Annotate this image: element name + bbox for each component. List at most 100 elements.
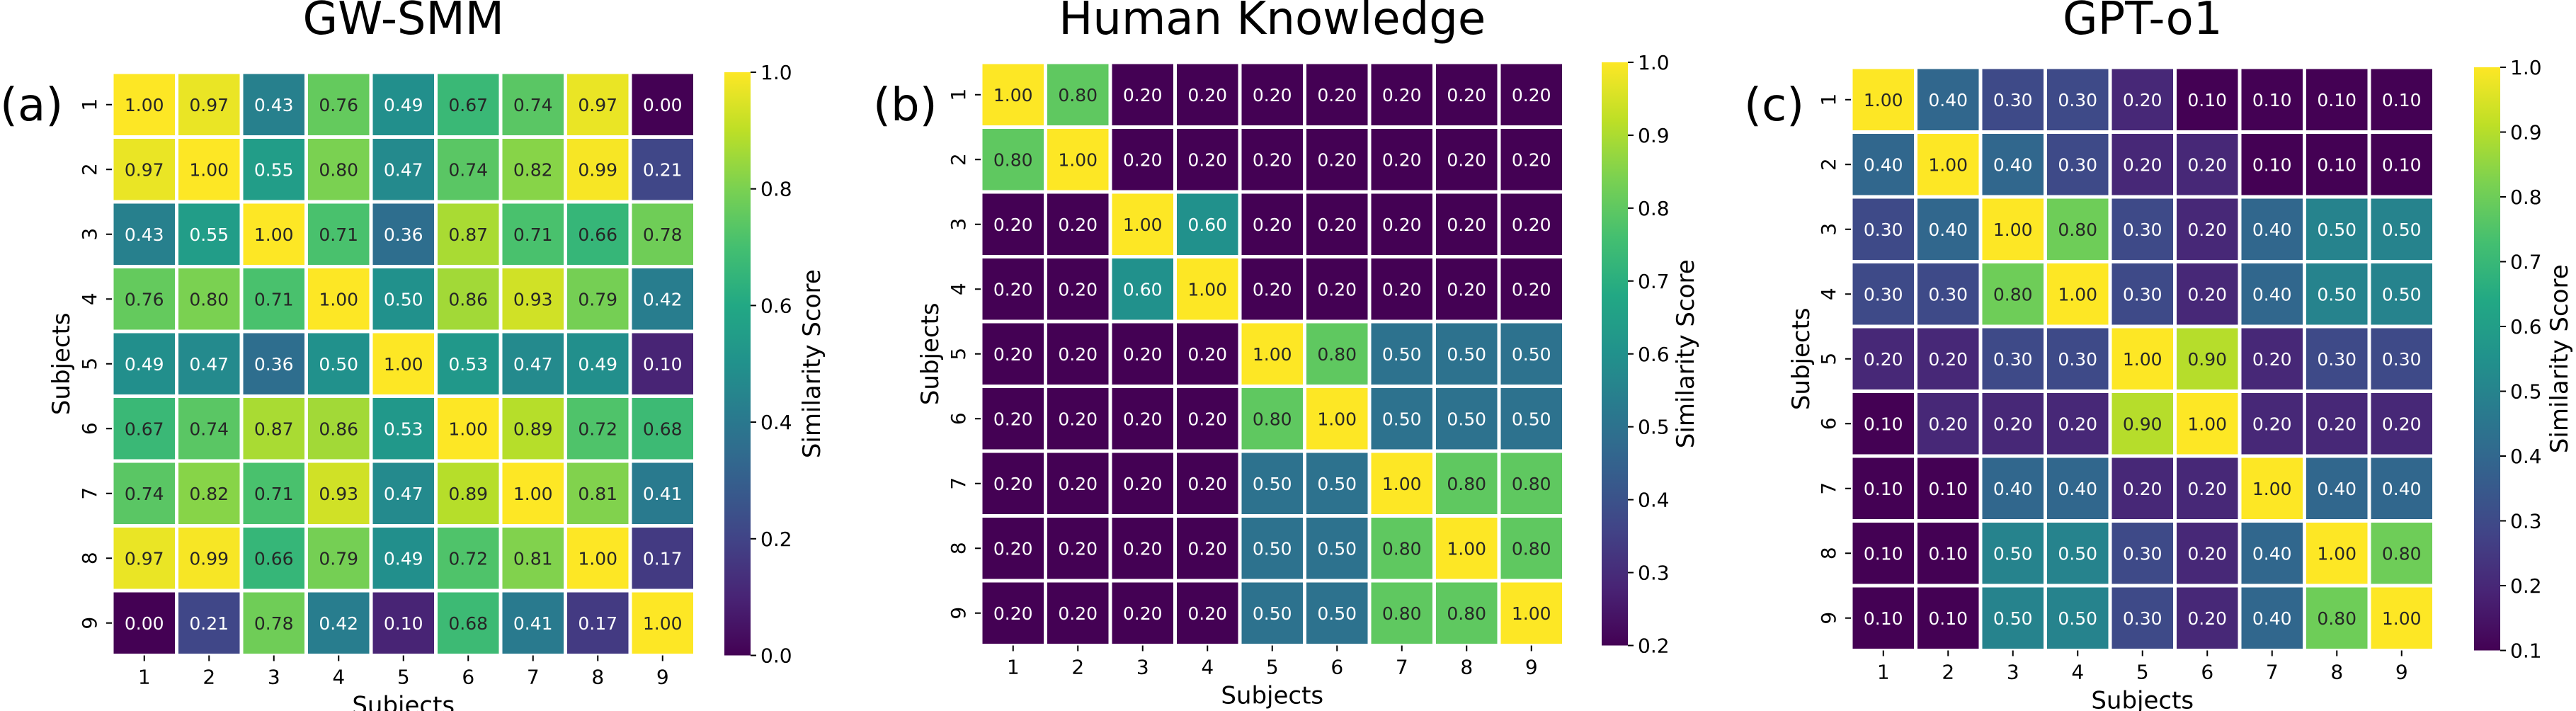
cell-value-label: 0.20	[1187, 85, 1227, 106]
cell-value-label: 0.67	[448, 95, 488, 115]
colorbar-tick-label: 0.2	[760, 528, 792, 551]
heatmap-cell	[628, 394, 697, 463]
cell-value-label: 1.00	[1123, 215, 1163, 235]
x-tick-label: 2	[1942, 661, 1954, 684]
cell-value-label: 0.20	[2058, 414, 2097, 434]
cell-value-label: 0.20	[1187, 409, 1227, 429]
y-tick-label: 7	[947, 477, 970, 490]
cell-value-label: 0.20	[1512, 85, 1551, 106]
cell-value-label: 0.20	[993, 474, 1033, 494]
heatmap-cell	[564, 135, 632, 204]
x-tick-label: 6	[1330, 656, 1343, 679]
x-tick-label: 3	[268, 666, 280, 689]
x-tick-label: 8	[1460, 656, 1473, 679]
cell-value-label: 0.81	[578, 484, 617, 504]
heatmap-cell	[1367, 255, 1436, 324]
cell-value-label: 0.50	[384, 289, 423, 309]
cell-value-label: 0.20	[2187, 284, 2227, 305]
x-axis-label: Subjects	[1221, 682, 1323, 710]
cell-value-label: 0.20	[1058, 279, 1098, 300]
cell-value-label: 0.30	[2317, 349, 2356, 370]
cell-value-label: 0.53	[384, 419, 423, 439]
cell-value-label: 0.68	[643, 419, 683, 439]
x-tick-label: 2	[203, 666, 215, 689]
cell-value-label: 0.50	[1253, 603, 1292, 624]
heatmap-cell	[2367, 389, 2436, 458]
cell-value-label: 0.50	[2317, 220, 2356, 240]
cell-value-label: 1.00	[448, 419, 488, 439]
cell-value-label: 0.41	[513, 613, 553, 634]
cell-value-label: 0.20	[2382, 414, 2422, 434]
heatmap-cell	[628, 588, 697, 657]
y-tick-label: 8	[1817, 547, 1840, 559]
cell-value-label: 0.20	[1123, 603, 1163, 624]
heatmap-cell	[2173, 389, 2242, 458]
cell-value-label: 0.72	[448, 548, 488, 569]
cell-value-label: 0.50	[1993, 543, 2033, 564]
heatmap-cell	[1914, 584, 1983, 652]
cell-value-label: 1.00	[1253, 344, 1292, 365]
cell-value-label: 1.00	[2252, 479, 2292, 499]
colorbar-tick-label: 0.9	[2510, 121, 2542, 144]
colorbar-tick-label: 0.2	[1638, 635, 1670, 658]
x-tick-label: 4	[1201, 656, 1214, 679]
cell-value-label: 0.30	[1928, 284, 1968, 305]
y-tick-label: 9	[947, 607, 970, 620]
x-tick-label: 5	[2136, 661, 2149, 684]
x-tick-label: 9	[2395, 661, 2408, 684]
colorbar-tick-label: 0.4	[1638, 489, 1670, 512]
heatmap-panel-2: Human Knowledge (b) 1.00 0.80 0.20 0.20 0.20 0.…	[873, 0, 1700, 710]
heatmap-cell	[2173, 519, 2242, 588]
cell-value-label: 0.50	[1447, 409, 1486, 429]
cell-value-label: 0.50	[1317, 474, 1357, 494]
x-tick-label: 8	[2330, 661, 2343, 684]
heatmap-cell	[564, 70, 632, 139]
colorbar-tick-label: 0.7	[1638, 270, 1670, 293]
cell-value-label: 0.20	[1447, 85, 1486, 106]
y-tick-label: 9	[1817, 612, 1840, 625]
cell-value-label: 0.10	[2382, 90, 2422, 110]
panel-label: (c)	[1744, 79, 1804, 132]
colorbar-tick-label: 1.0	[760, 61, 792, 84]
y-tick-label: 2	[78, 163, 101, 176]
cell-value-label: 0.20	[1058, 344, 1098, 365]
cell-value-label: 0.40	[1993, 154, 2033, 175]
cell-value-label: 1.00	[1993, 220, 2033, 240]
heatmap-cell	[1849, 65, 1917, 134]
cell-value-label: 0.30	[1864, 220, 1903, 240]
heatmap-cell	[1044, 579, 1112, 647]
heatmap-cell	[110, 459, 178, 528]
cell-value-label: 0.20	[1058, 409, 1098, 429]
cell-value-label: 0.66	[578, 224, 617, 245]
heatmap-cell	[628, 265, 697, 334]
cell-value-label: 0.49	[125, 354, 164, 375]
heatmap-cell	[1849, 519, 1917, 588]
cell-value-label: 0.21	[643, 159, 683, 180]
colorbar	[2474, 67, 2500, 651]
x-tick-label: 9	[1525, 656, 1538, 679]
heatmap-cell	[369, 524, 438, 593]
y-tick-label: 1	[1817, 93, 1840, 106]
heatmap-cell	[2238, 324, 2306, 393]
colorbar-tick-label: 0.4	[2510, 445, 2542, 468]
cell-value-label: 0.20	[1864, 349, 1903, 370]
heatmap-cell	[1497, 255, 1566, 324]
cell-value-label: 1.00	[1512, 603, 1551, 624]
cell-value-label: 0.47	[384, 159, 423, 180]
y-tick-label: 6	[1817, 417, 1840, 430]
cell-value-label: 0.00	[125, 613, 164, 634]
cell-value-label: 0.30	[2123, 220, 2162, 240]
heatmap-cell	[498, 135, 567, 204]
cell-value-label: 0.20	[1317, 85, 1357, 106]
cell-value-label: 0.21	[189, 613, 229, 634]
colorbar	[1602, 62, 1628, 646]
cell-value-label: 0.47	[384, 484, 423, 504]
x-axis-label: Subjects	[352, 692, 455, 711]
heatmap-cell	[2238, 65, 2306, 134]
cell-value-label: 0.90	[2123, 414, 2162, 434]
cell-value-label: 0.99	[578, 159, 617, 180]
heatmap-cell	[369, 200, 438, 268]
heatmap-cell	[110, 524, 178, 593]
cell-value-label: 0.97	[578, 95, 617, 115]
cell-value-label: 1.00	[643, 613, 683, 634]
